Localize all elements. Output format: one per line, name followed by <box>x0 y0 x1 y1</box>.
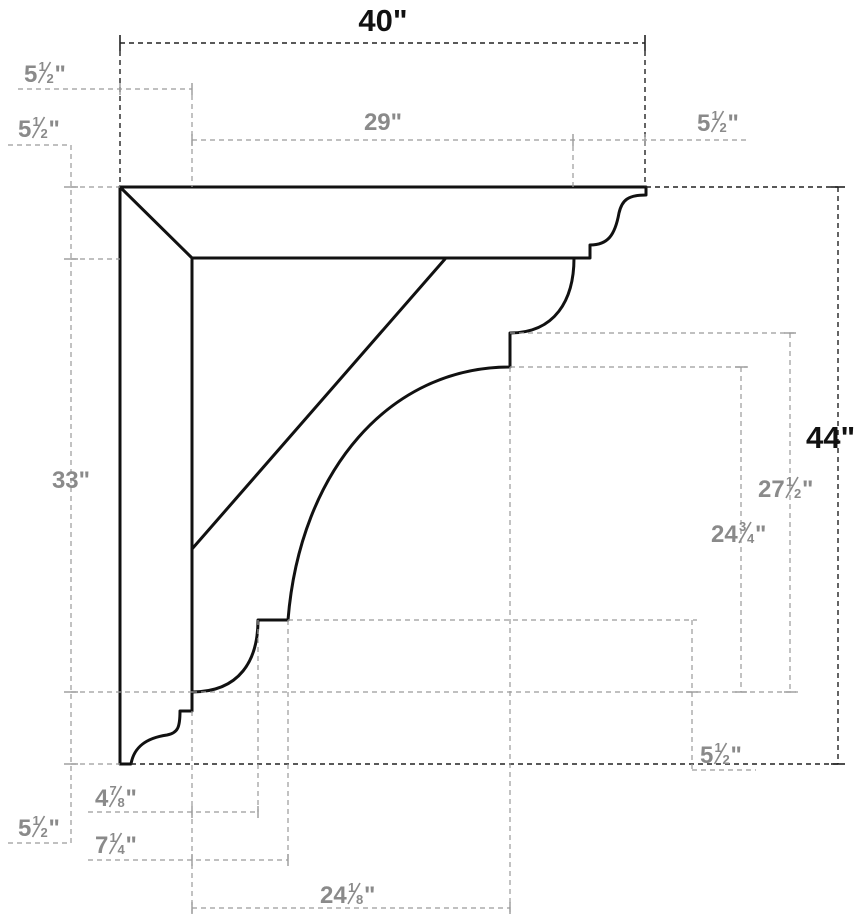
top-overhang-left-label: 5 12 " <box>24 59 66 88</box>
width-4-seven-eighths-label: 4 78 " <box>95 783 137 812</box>
fraction-unit: " <box>49 815 60 842</box>
fraction-numerator: 1 <box>712 108 719 123</box>
fraction-unit: " <box>364 882 375 909</box>
fraction-slash <box>785 476 799 499</box>
width-24-eighth-label: 24 18 " <box>320 880 375 909</box>
fraction-denominator: 2 <box>47 71 54 86</box>
fraction-whole: 27 <box>758 476 785 503</box>
fraction-whole: 24 <box>711 521 738 548</box>
fraction-slash <box>347 882 361 905</box>
vertical-span-label: 33" <box>52 467 90 494</box>
fraction-whole: 5 <box>18 815 31 842</box>
fraction-whole: 5 <box>18 116 31 143</box>
fraction-whole: 5 <box>24 61 37 88</box>
fraction-unit: " <box>55 61 66 88</box>
fraction-slash <box>108 832 123 855</box>
fraction-denominator: 4 <box>747 531 755 546</box>
fraction-slash <box>738 521 752 544</box>
fraction-whole: 4 <box>95 785 109 812</box>
fraction-denominator: 2 <box>41 825 48 840</box>
fraction-unit: " <box>802 476 813 503</box>
fraction-denominator: 2 <box>41 126 48 141</box>
fraction-unit: " <box>728 110 739 137</box>
fraction-slash <box>31 116 46 139</box>
fraction-whole: 7 <box>95 832 108 859</box>
overall-width-label: 40" <box>358 3 407 38</box>
left-overhang-top-label: 5 12 " <box>18 114 60 143</box>
fraction-slash <box>710 110 725 133</box>
fraction-unit: " <box>49 116 60 143</box>
right-bottom-offset-label: 5 12 " <box>700 740 742 769</box>
fraction-denominator: 2 <box>794 486 801 501</box>
fraction-numerator: 1 <box>348 880 355 895</box>
fraction-numerator: 1 <box>33 813 40 828</box>
fraction-denominator: 8 <box>356 892 363 907</box>
fraction-unit: " <box>731 742 742 769</box>
fraction-slash <box>108 785 123 808</box>
fraction-denominator: 2 <box>720 120 727 135</box>
fraction-numerator: 1 <box>39 59 46 74</box>
fraction-numerator: 1 <box>786 474 793 489</box>
overall-height-label: 44" <box>806 420 855 455</box>
fraction-denominator: 2 <box>723 752 730 767</box>
fraction-unit: " <box>755 521 766 548</box>
top-span-label: 29" <box>364 109 402 136</box>
corbel-outline <box>118 185 648 766</box>
fraction-slash <box>713 742 728 765</box>
height-24-three-quarter-label: 24 34 " <box>711 519 766 548</box>
fraction-numerator: 1 <box>110 830 117 845</box>
fraction-denominator: 8 <box>118 795 125 810</box>
fraction-unit: " <box>126 785 137 812</box>
fraction-slash <box>31 815 46 838</box>
dimension-lines <box>8 35 845 914</box>
fraction-slash <box>37 61 52 84</box>
height-27-half-label: 27 12 " <box>758 474 813 503</box>
width-7-quarter-label: 7 14 " <box>95 830 137 859</box>
fraction-denominator: 4 <box>118 842 126 857</box>
bottom-overhang-left-label: 5 12 " <box>18 813 60 842</box>
fraction-whole: 24 <box>320 882 347 909</box>
fraction-numerator: 1 <box>33 114 40 129</box>
fraction-whole: 5 <box>700 742 713 769</box>
fraction-numerator: 1 <box>715 740 722 755</box>
fraction-unit: " <box>126 832 137 859</box>
fraction-numerator: 3 <box>739 519 746 534</box>
fraction-numerator: 7 <box>110 783 117 798</box>
fraction-whole: 5 <box>697 110 710 137</box>
top-overhang-right-label: 5 12 " <box>697 108 739 137</box>
